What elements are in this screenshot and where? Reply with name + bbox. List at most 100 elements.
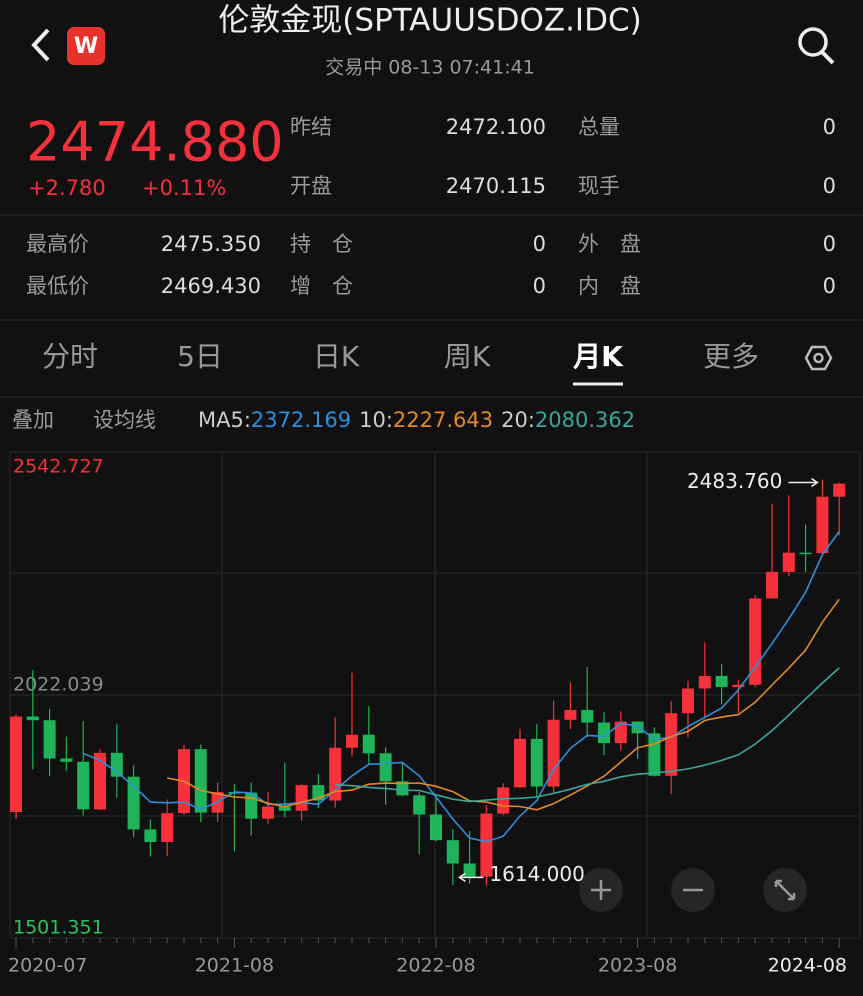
candle-body xyxy=(430,814,442,841)
tab[interactable]: 日K xyxy=(313,340,360,373)
zoom-in[interactable] xyxy=(579,868,623,912)
candle-body xyxy=(413,795,426,815)
candle-body xyxy=(682,688,694,714)
x-tick-label: 2021-08 xyxy=(195,955,274,977)
candle-body xyxy=(144,829,157,843)
candle-body xyxy=(598,722,610,744)
stat-value: 0 xyxy=(823,232,836,256)
zoom-in-icon xyxy=(591,880,611,900)
set-ma-button[interactable]: 设均线 xyxy=(93,408,156,432)
ma-line xyxy=(167,598,840,811)
x-tick-label: 2020-07 xyxy=(8,955,87,977)
candle-body xyxy=(833,483,846,497)
y-tick-label: 1501.351 xyxy=(13,917,104,939)
tab[interactable]: 月K xyxy=(572,340,624,373)
min-label: 1614.000 xyxy=(489,862,584,886)
logo-text: W xyxy=(74,34,98,59)
price: 2474.880 xyxy=(26,111,284,174)
candle-body xyxy=(396,781,409,796)
search-handle xyxy=(820,50,835,65)
candle-body xyxy=(799,552,812,555)
candle-body xyxy=(60,758,73,762)
settings-button[interactable] xyxy=(804,345,833,371)
stat-value: 0 xyxy=(533,232,546,256)
fullscreen-icon xyxy=(774,879,796,901)
max-label: 2483.760 xyxy=(687,469,782,493)
stat-label: 现手 xyxy=(578,174,620,198)
candle-body xyxy=(362,734,375,754)
tab[interactable]: 更多 xyxy=(703,340,759,373)
search-button[interactable] xyxy=(798,27,835,65)
candle-body xyxy=(346,734,358,748)
tab[interactable]: 分时 xyxy=(42,340,98,373)
stat-value: 2475.350 xyxy=(161,232,261,256)
back-button[interactable] xyxy=(31,28,50,62)
ma-name: 10: xyxy=(359,408,393,432)
candle-body xyxy=(631,721,644,734)
settings-dot xyxy=(813,352,824,364)
candle-body xyxy=(564,709,577,720)
candle-body xyxy=(262,806,274,819)
stat-label: 持 仓 xyxy=(290,232,353,256)
min-arrow-head xyxy=(458,872,466,883)
candle-body xyxy=(816,496,829,554)
stat-label: 外 盘 xyxy=(578,232,641,256)
stat-value: 2469.430 xyxy=(161,274,261,298)
candle-body xyxy=(480,813,493,877)
candle-body xyxy=(379,753,392,782)
candle-body xyxy=(614,721,627,744)
ma-name: MA5: xyxy=(198,408,251,432)
change-pct: +0.11% xyxy=(142,176,226,200)
stat-label: 内 盘 xyxy=(578,274,641,298)
stat-label: 最低价 xyxy=(26,274,89,298)
tab[interactable]: 5日 xyxy=(177,340,223,373)
candle-body xyxy=(715,675,728,688)
candle-body xyxy=(278,806,291,811)
overlay-button[interactable]: 叠加 xyxy=(12,408,54,432)
change: +2.780 xyxy=(28,176,106,200)
ma-name: 20: xyxy=(501,408,535,432)
candle-body xyxy=(698,675,711,689)
candle-body xyxy=(497,787,510,814)
zoom-out[interactable] xyxy=(671,868,715,912)
candle-body xyxy=(295,785,308,811)
stat-label: 增 仓 xyxy=(290,274,353,298)
status: 交易中 08-13 07:41:41 xyxy=(325,57,535,79)
x-tick-label: 2023-08 xyxy=(598,955,677,977)
stat-label: 开盘 xyxy=(290,174,332,198)
fullscreen[interactable] xyxy=(763,868,807,912)
candle-body xyxy=(161,813,174,843)
candle-body xyxy=(530,738,543,787)
candle-body xyxy=(10,716,22,813)
ma-value: 2080.362 xyxy=(535,408,635,432)
stat-label: 最高价 xyxy=(26,232,89,256)
search-icon xyxy=(798,27,828,57)
stat-value: 2472.100 xyxy=(446,115,546,139)
candle-body xyxy=(26,716,39,721)
candle-body xyxy=(547,719,560,787)
max-arrow-head xyxy=(810,477,819,488)
tab[interactable]: 周K xyxy=(444,340,491,373)
stat-value: 0 xyxy=(533,274,546,298)
candle-body xyxy=(782,552,795,572)
x-tick-label: 2024-08 xyxy=(768,955,847,977)
candle-body xyxy=(766,571,778,599)
x-tick-label: 2022-08 xyxy=(396,955,475,977)
candle-body xyxy=(43,720,56,759)
candle-body xyxy=(665,713,678,776)
candle-body xyxy=(463,863,476,877)
ma-line xyxy=(82,531,840,843)
candle-body xyxy=(514,738,526,788)
stat-value: 2470.115 xyxy=(446,174,546,198)
stat-label: 总量 xyxy=(578,115,620,139)
ma-value: 2372.169 xyxy=(251,408,351,432)
stat-value: 0 xyxy=(823,274,836,298)
ma-value: 2227.643 xyxy=(393,408,493,432)
stat-value: 0 xyxy=(823,115,836,139)
candle-body xyxy=(732,684,745,688)
logo xyxy=(67,27,105,65)
chart-grid xyxy=(9,451,861,939)
ma-line xyxy=(335,667,840,803)
